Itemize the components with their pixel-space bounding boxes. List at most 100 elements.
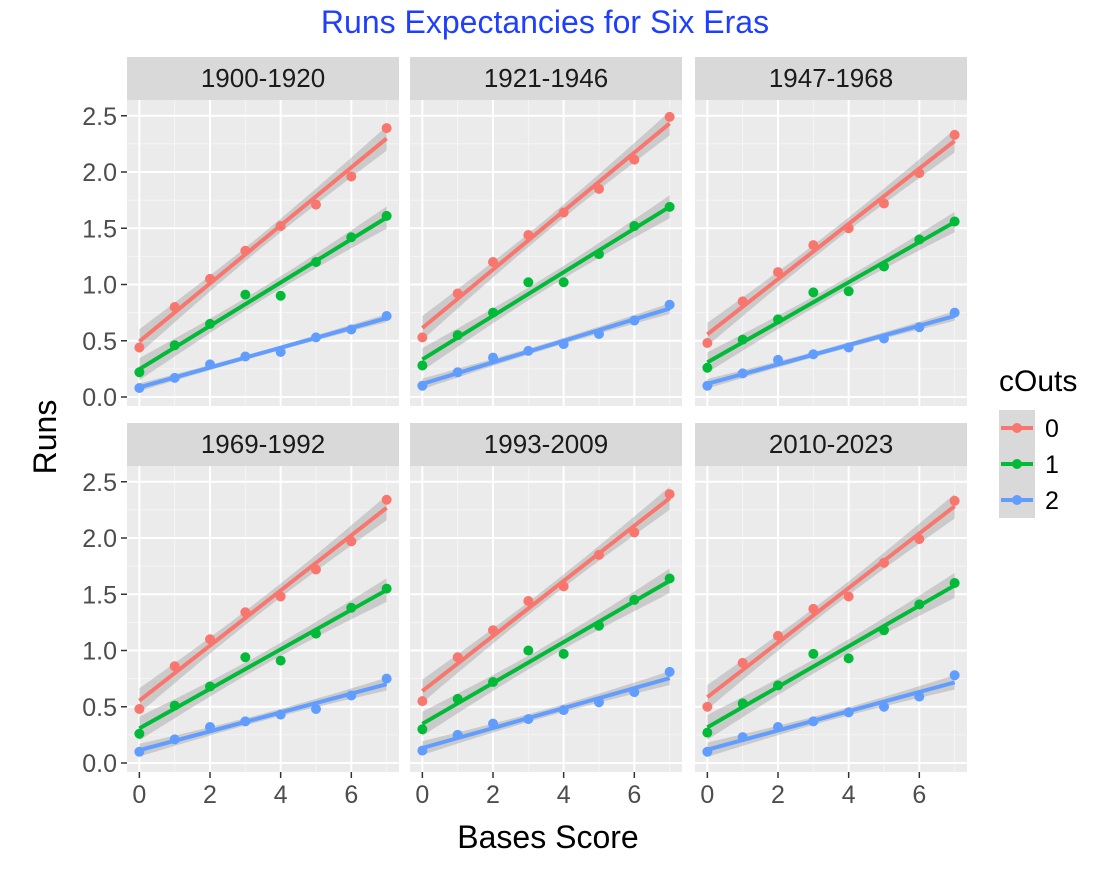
- y-tick-label: 1.0: [82, 272, 117, 300]
- x-tick-label: 2: [771, 781, 785, 809]
- data-point-couts-2: [593, 329, 604, 339]
- data-point-couts-2: [808, 716, 819, 727]
- y-tick-label: 1.0: [82, 638, 117, 666]
- y-tick-label: 0.0: [82, 750, 117, 778]
- data-point-couts-2: [664, 299, 675, 310]
- fit-line-couts-1: [421, 205, 671, 362]
- facet-panel-2010-2023: 2010-2023 0 2 4 6: [695, 423, 967, 809]
- data-point-couts-1: [629, 221, 640, 231]
- data-point-couts-1: [381, 210, 392, 221]
- data-point-couts-1: [452, 693, 463, 704]
- data-point-couts-2: [134, 383, 145, 393]
- data-point-couts-1: [702, 727, 713, 738]
- data-point-couts-2: [381, 311, 392, 321]
- data-point-couts-0: [664, 111, 675, 122]
- data-point-couts-2: [773, 354, 784, 365]
- legend-key-point: [1012, 423, 1022, 433]
- data-point-couts-0: [664, 489, 675, 500]
- data-point-couts-2: [488, 718, 499, 729]
- data-point-couts-1: [240, 289, 251, 300]
- legend-item-couts-2: 2: [999, 482, 1059, 518]
- legend-label: 0: [1045, 415, 1059, 443]
- data-point-couts-1: [808, 648, 819, 659]
- x-tick-label: 0: [415, 781, 429, 809]
- fit-line-couts-0: [706, 504, 956, 699]
- data-point-couts-2: [737, 732, 748, 743]
- fit-line-couts-1: [706, 220, 956, 365]
- data-point-couts-0: [629, 527, 640, 538]
- data-point-couts-0: [240, 245, 251, 256]
- data-point-couts-0: [878, 198, 889, 209]
- facet-panel-1969-1992: 1969-1992 0.0 0.5 1.0 1.5 2.0 2.5 0 2 4 6: [82, 423, 399, 809]
- data-point-couts-2: [275, 709, 286, 720]
- legend-title: cOuts: [999, 365, 1077, 398]
- legend: cOuts 0 1 2: [999, 365, 1077, 518]
- data-point-couts-1: [134, 367, 145, 378]
- data-point-couts-2: [629, 315, 640, 326]
- data-point-couts-0: [808, 603, 819, 614]
- legend-key-point: [1012, 459, 1022, 469]
- fit-line-couts-1: [138, 588, 388, 731]
- facet-strip-label: 1921-1946: [484, 63, 608, 93]
- data-point-couts-0: [381, 123, 392, 134]
- data-point-couts-1: [523, 645, 534, 656]
- fit-line-couts-2: [421, 676, 671, 750]
- data-point-couts-2: [843, 707, 854, 718]
- data-point-couts-2: [240, 351, 251, 362]
- x-tick-label: 4: [274, 781, 288, 809]
- data-point-couts-2: [702, 380, 713, 391]
- data-point-couts-2: [310, 704, 321, 714]
- facet-strip: [410, 423, 682, 466]
- data-point-couts-0: [275, 591, 286, 602]
- data-point-couts-0: [702, 701, 713, 712]
- data-point-couts-0: [134, 704, 145, 714]
- data-point-couts-0: [808, 240, 819, 251]
- data-point-couts-0: [773, 267, 784, 278]
- data-point-couts-0: [773, 630, 784, 641]
- data-point-couts-1: [452, 330, 463, 341]
- data-point-couts-1: [417, 360, 428, 371]
- data-point-couts-2: [843, 342, 854, 353]
- facet-strip: [127, 423, 399, 466]
- panels-layer: 1900-1920 0.0 0.5 1.0 1.5 2.0 2.5 1921-1946 1947…: [82, 57, 967, 809]
- data-point-couts-1: [914, 599, 925, 610]
- data-point-couts-1: [169, 700, 180, 711]
- facet-strip-label: 1947-1968: [769, 63, 893, 93]
- legend-item-couts-0: 0: [999, 410, 1059, 446]
- fit-line-couts-1: [706, 583, 956, 730]
- facet-strip: [695, 57, 967, 100]
- facet-strip: [695, 423, 967, 466]
- data-point-couts-1: [773, 314, 784, 325]
- data-point-couts-2: [523, 714, 534, 725]
- data-point-couts-1: [702, 362, 713, 373]
- fit-line-couts-0: [706, 139, 956, 336]
- data-point-couts-1: [664, 201, 675, 212]
- x-tick-label: 6: [627, 781, 641, 809]
- legend-label: 2: [1045, 487, 1059, 515]
- data-point-couts-0: [593, 183, 604, 194]
- data-point-couts-2: [702, 746, 713, 757]
- data-point-couts-0: [381, 494, 392, 505]
- data-point-couts-2: [593, 697, 604, 708]
- data-point-couts-0: [878, 557, 889, 568]
- data-point-couts-2: [452, 367, 463, 378]
- data-point-couts-1: [593, 620, 604, 631]
- data-point-couts-0: [205, 273, 216, 284]
- legend-key-point: [1012, 495, 1022, 505]
- data-point-couts-0: [843, 591, 854, 602]
- data-point-couts-1: [310, 257, 321, 267]
- data-point-couts-1: [381, 583, 392, 594]
- data-point-couts-1: [346, 602, 357, 613]
- data-point-couts-2: [134, 746, 145, 757]
- x-tick-label: 6: [912, 781, 926, 809]
- data-point-couts-1: [914, 234, 925, 245]
- plot-background: [695, 466, 967, 772]
- data-point-couts-0: [417, 696, 428, 707]
- data-point-couts-2: [169, 372, 180, 383]
- facet-panel-1947-1968: 1947-1968: [695, 57, 967, 406]
- data-point-couts-2: [773, 722, 784, 732]
- fit-line-couts-0: [421, 121, 671, 330]
- data-point-couts-2: [346, 690, 357, 701]
- data-point-couts-2: [664, 666, 675, 677]
